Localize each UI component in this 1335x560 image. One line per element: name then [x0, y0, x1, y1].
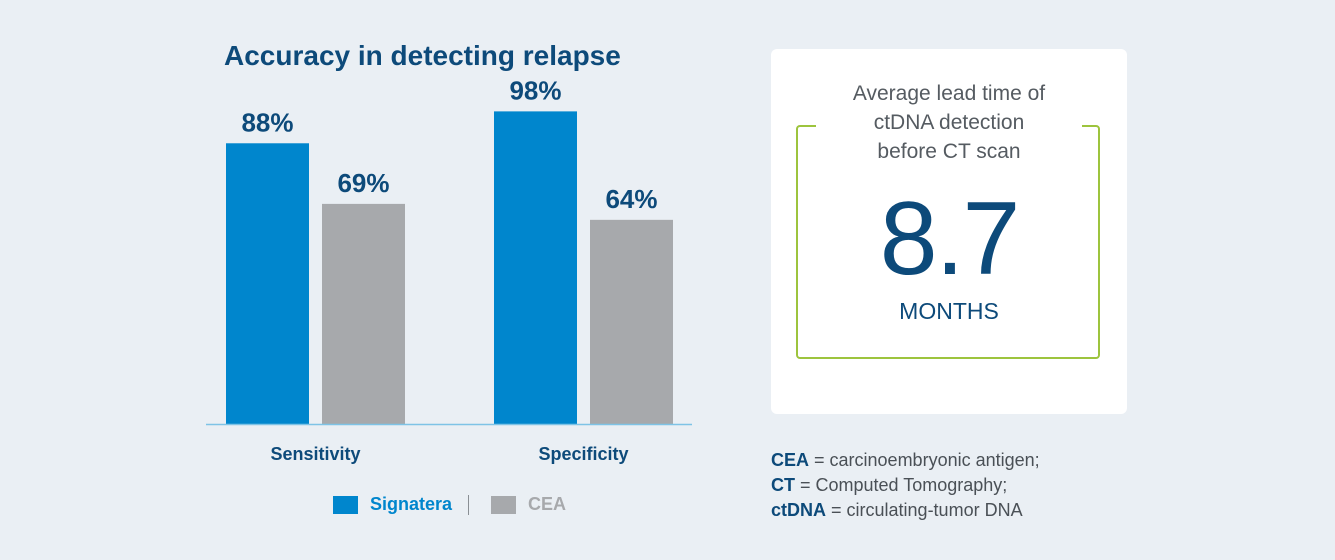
chart-legend: Signatera CEA: [333, 494, 566, 515]
lead-time-heading-line-2: ctDNA detection: [873, 111, 1025, 134]
category-label-sensitivity: Sensitivity: [270, 444, 360, 464]
footnote-definition: = Computed Tomography;: [795, 475, 1008, 495]
legend-label-cea: CEA: [528, 494, 567, 514]
bar-signatera-specificity: [494, 111, 577, 424]
footnote-definition: = carcinoembryonic antigen;: [809, 450, 1040, 470]
footnote-term: CT: [771, 475, 795, 495]
bar-signatera-sensitivity: [226, 143, 309, 424]
lead-time-value: 8.7: [879, 181, 1021, 297]
legend-separator: [468, 494, 470, 515]
legend-swatch-signatera: [333, 495, 358, 514]
legend-swatch-cea: [491, 495, 517, 514]
lead-time-heading-line-3: before CT scan: [877, 140, 1021, 163]
data-label-cea-specificity: 64%: [605, 184, 657, 214]
lead-time-heading: Average lead time of ctDNA detection bef…: [816, 79, 1082, 166]
footnote-cea: CEA = carcinoembryonic antigen;: [771, 448, 1040, 473]
footnote-definition: = circulating-tumor DNA: [826, 500, 1023, 520]
lead-time-heading-line-1: Average lead time of: [852, 82, 1046, 105]
category-label-specificity: Specificity: [538, 444, 628, 464]
legend-label-signatera: Signatera: [370, 494, 453, 514]
lead-time-card: Average lead time of ctDNA detection bef…: [771, 49, 1127, 414]
bar-cea-sensitivity: [322, 203, 405, 424]
bar-cea-specificity: [590, 219, 673, 424]
data-label-signatera-sensitivity: 88%: [241, 107, 293, 137]
footnote-ct: CT = Computed Tomography;: [771, 473, 1040, 498]
footnote-term: CEA: [771, 450, 810, 470]
abbreviation-footnotes: CEA = carcinoembryonic antigen; CT = Com…: [771, 448, 1040, 523]
legend-item-signatera: Signatera: [333, 494, 452, 515]
footnote-ctdna: ctDNA = circulating-tumor DNA: [771, 498, 1040, 523]
data-label-signatera-specificity: 98%: [509, 75, 561, 105]
footnote-term: ctDNA: [771, 500, 827, 520]
legend-item-cea: CEA: [491, 494, 566, 515]
chart-title: Accuracy in detecting relapse: [224, 40, 621, 71]
data-label-cea-sensitivity: 69%: [337, 168, 389, 198]
lead-time-unit: MONTHS: [899, 298, 999, 324]
